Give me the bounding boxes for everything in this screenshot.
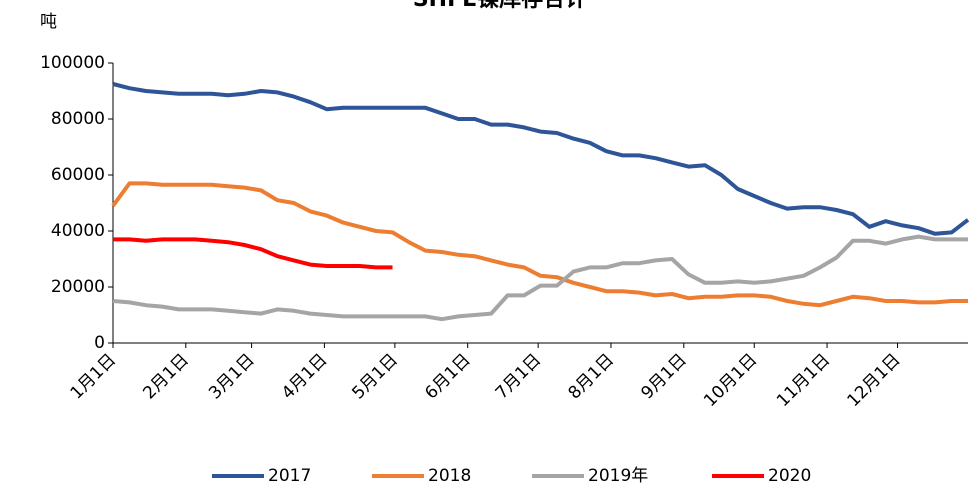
y-tick-label: 100000: [40, 53, 105, 73]
x-tick-label: 8月1日: [565, 350, 618, 403]
x-tick-label: 6月1日: [421, 350, 474, 403]
x-tick-label: 1月1日: [67, 350, 120, 403]
series-line: [111, 181, 968, 308]
x-tick-label: 12月1日: [843, 350, 904, 411]
y-axis-label: 吨: [40, 12, 57, 32]
x-tick-label: 5月1日: [348, 350, 401, 403]
y-tick-label: 0: [94, 333, 105, 353]
y-tick-label: 40000: [51, 221, 105, 241]
x-tick-label: 9月1日: [637, 350, 690, 403]
chart-title: SHFE镍库存合计: [413, 0, 587, 12]
legend-label: 2019年: [588, 466, 648, 486]
y-tick-label: 80000: [51, 109, 105, 129]
series-line: [113, 237, 393, 270]
x-tick-label: 2月1日: [139, 350, 192, 403]
series-line: [112, 82, 970, 236]
y-tick-label: 20000: [51, 277, 105, 297]
x-tick-label: 10月1日: [700, 350, 761, 411]
legend-label: 2020: [768, 466, 811, 486]
x-tick-label: 4月1日: [278, 350, 331, 403]
legend-label: 2017: [268, 466, 311, 486]
series-line: [112, 234, 968, 322]
y-tick-label: 60000: [51, 165, 105, 185]
x-tick-label: 3月1日: [205, 350, 258, 403]
legend-label: 2018: [428, 466, 471, 486]
x-tick-label: 11月1日: [773, 350, 834, 411]
x-tick-label: 7月1日: [492, 350, 545, 403]
